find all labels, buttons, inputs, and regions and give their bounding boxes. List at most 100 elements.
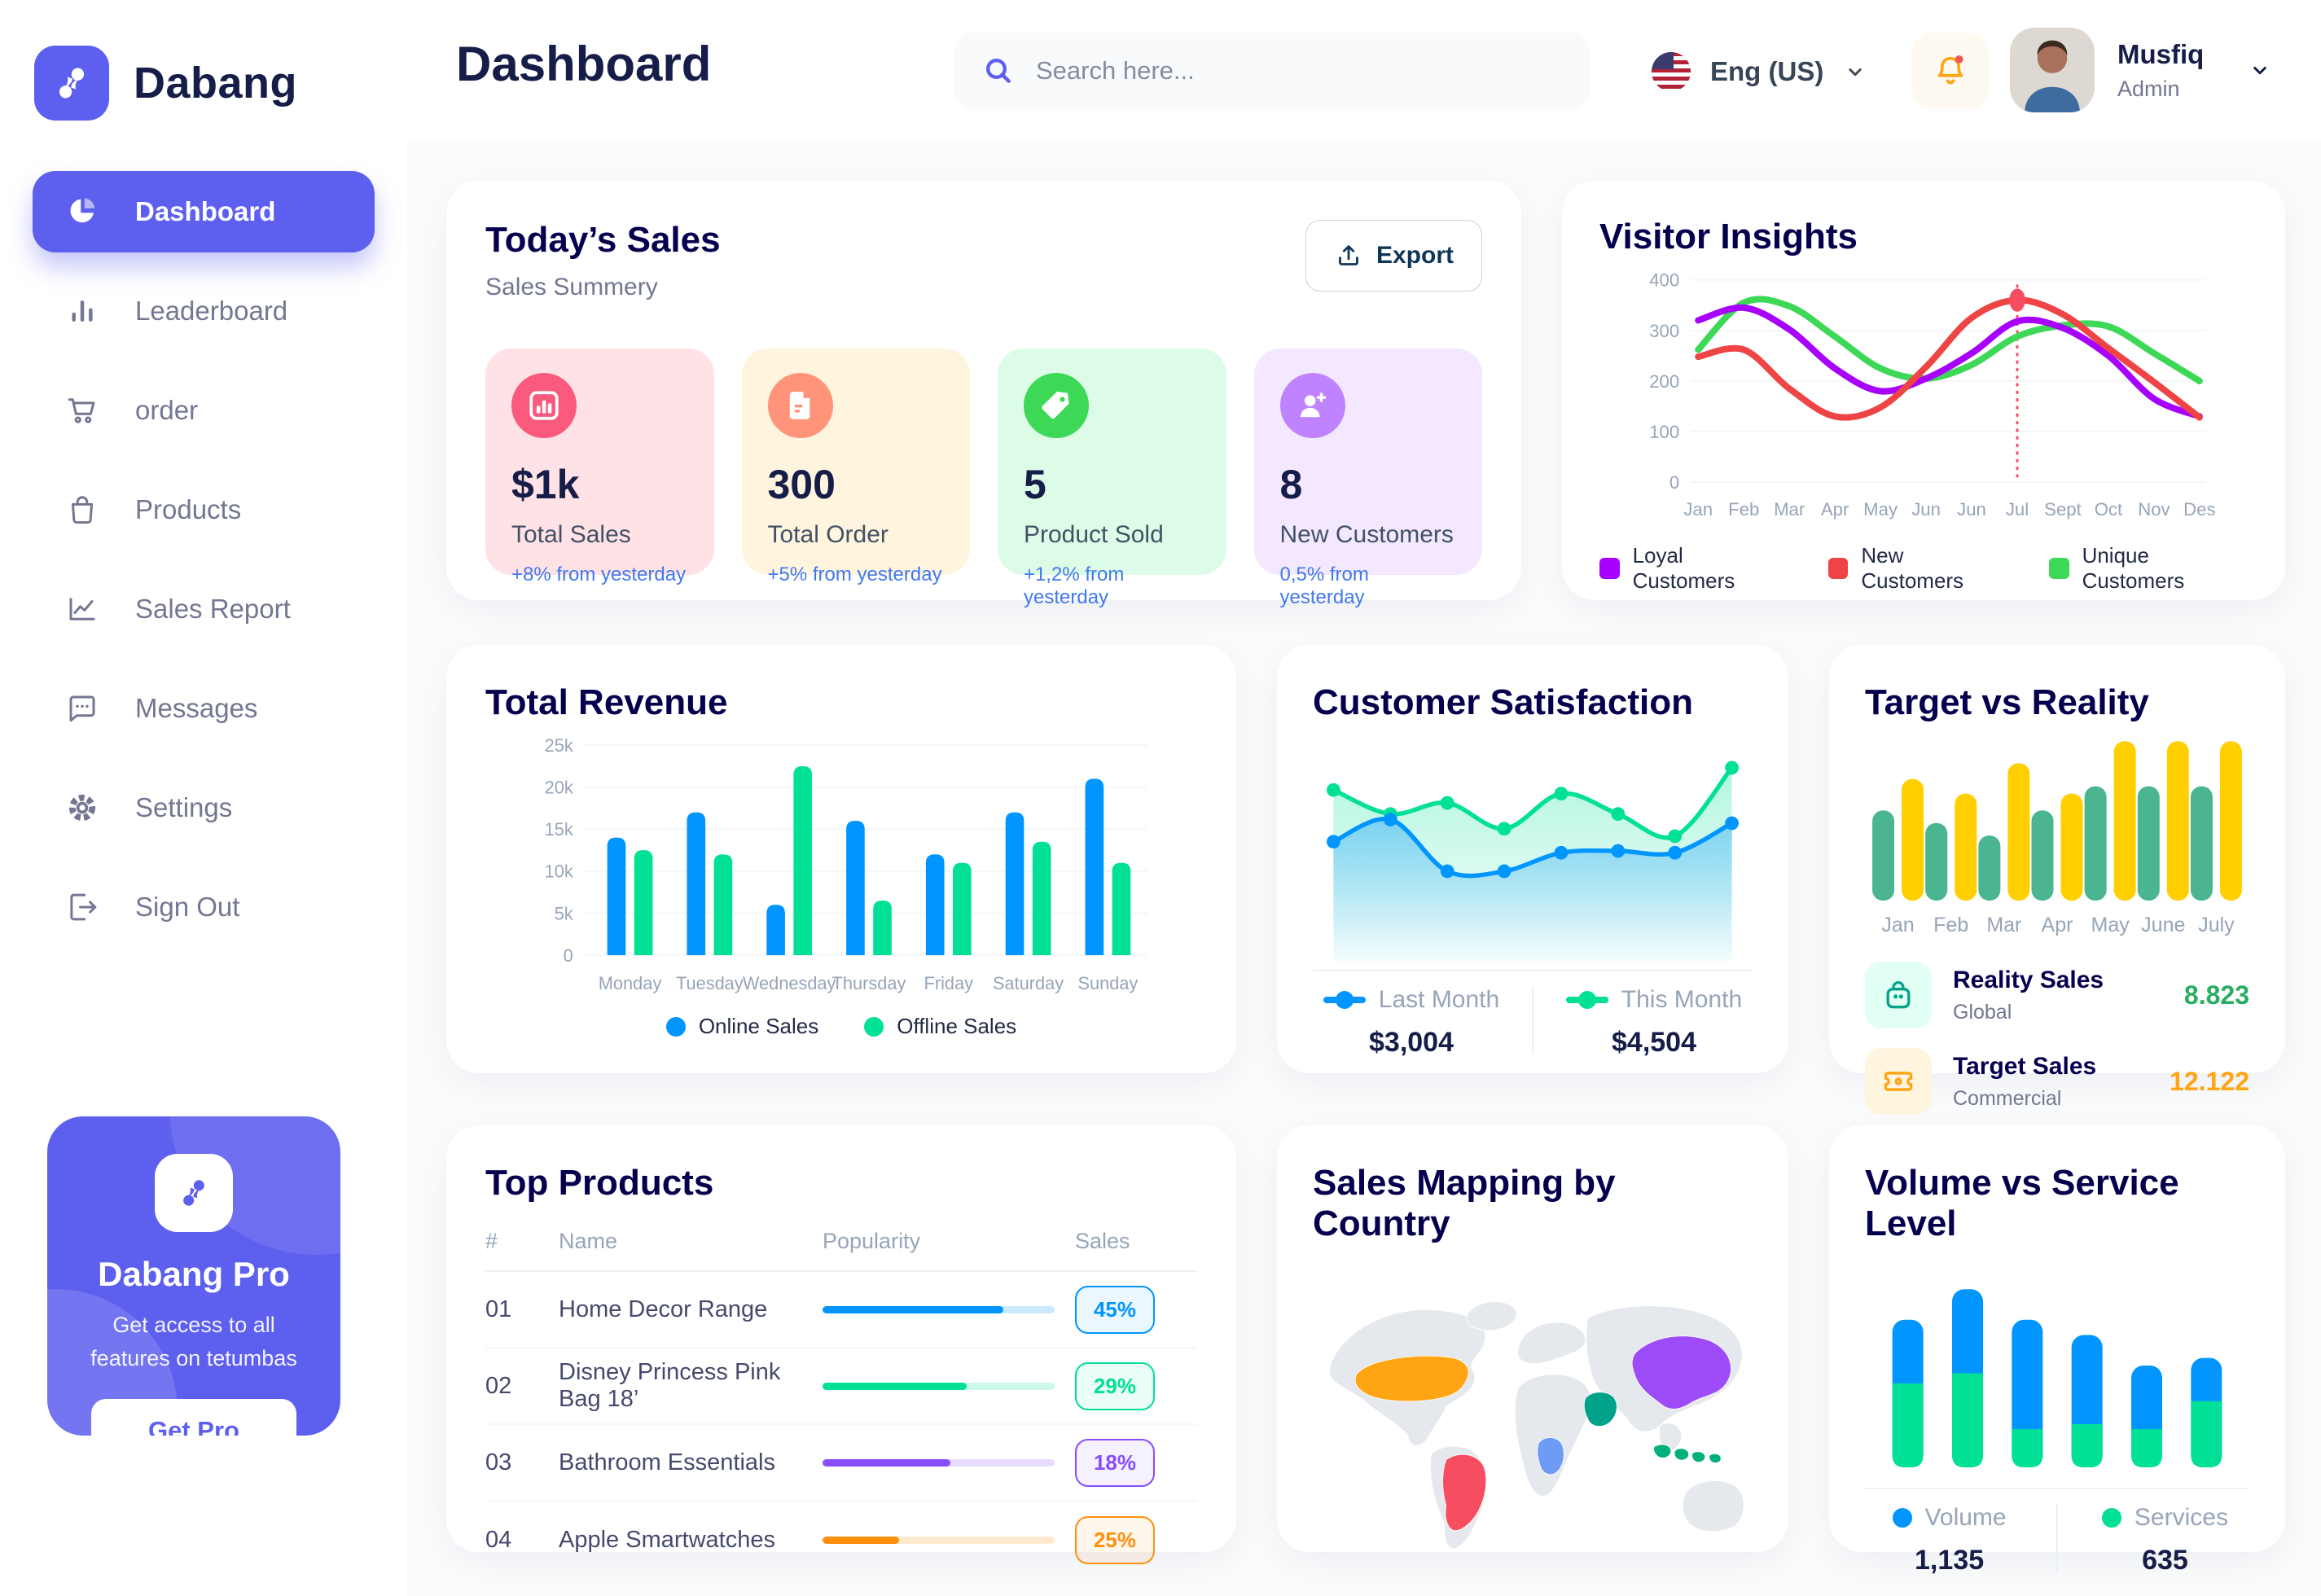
- order-doc-icon: [767, 373, 833, 438]
- header: Dashboard Eng (US) Musfiq Admin: [407, 0, 2321, 142]
- svg-text:Wednesday: Wednesday: [743, 973, 836, 993]
- search-input[interactable]: [1036, 56, 1525, 86]
- stats-row: $1k Total Sales +8% from yesterday 300 Total…: [485, 349, 1482, 608]
- visitor-insights-chart: 0 100 200 300 400 Jan Feb Mar Apr May Jun Jun Jul Sep…: [1649, 270, 2215, 520]
- svg-text:20k: 20k: [545, 778, 573, 798]
- sidebar-nav: Dashboard Leaderboard order Products Sales R…: [0, 171, 407, 948]
- legend-item: Online Sales: [665, 1014, 818, 1039]
- country-united-states: [1354, 1355, 1469, 1402]
- continent-australia: [1682, 1480, 1744, 1532]
- stat-delta: 0,5% from yesterday: [1279, 563, 1369, 608]
- svg-text:Apr: Apr: [2042, 914, 2073, 936]
- product-row: 04 Apple Smartwatches 25%: [485, 1502, 1197, 1578]
- top-products-card: Top Products # Name Popularity Sales 01 …: [446, 1125, 1236, 1564]
- language-selector[interactable]: Eng (US): [1652, 41, 1867, 103]
- search-bar[interactable]: [954, 33, 1590, 109]
- svg-text:July: July: [2198, 914, 2235, 936]
- volume-service-title: Volume vs Service Level: [1865, 1163, 2179, 1243]
- search-icon: [986, 59, 1011, 83]
- pro-logo-icon: [155, 1154, 233, 1232]
- stat-value: 300: [767, 462, 836, 507]
- volume-service-chart: [1892, 1289, 2222, 1467]
- sales-badge: 29%: [1075, 1361, 1155, 1410]
- sidebar-item-sign-out[interactable]: Sign Out: [33, 866, 375, 948]
- sidebar-item-order[interactable]: order: [33, 370, 375, 451]
- sidebar-item-label: order: [135, 395, 199, 425]
- popularity-bar: [823, 1382, 1055, 1390]
- customer-satisfaction-card: Customer Satisfaction Last Month $3,004 Th…: [1277, 645, 1788, 1073]
- stat-label: New Customers: [1279, 521, 1454, 548]
- gear-icon: [65, 791, 99, 825]
- todays-sales-title: Today’s Sales: [485, 220, 721, 260]
- svg-text:Jan: Jan: [1881, 914, 1914, 936]
- stat-delta: +5% from yesterday: [767, 563, 942, 585]
- legend-item: Unique Customers: [2049, 543, 2248, 594]
- visitor-insights-card: Visitor Insights 0 100 200 300 400 Jan Feb Mar A…: [1562, 181, 2285, 600]
- sales-badge: 45%: [1075, 1285, 1155, 1334]
- country-indonesia: [1674, 1448, 1689, 1461]
- sidebar-item-messages[interactable]: Messages: [33, 668, 375, 749]
- sidebar-item-label: Leaderboard: [135, 296, 288, 326]
- page-title: Dashboard: [456, 37, 712, 91]
- sidebar: Dabang Dashboard Leaderboard order Products…: [0, 0, 407, 1596]
- top-products-title: Top Products: [485, 1163, 714, 1203]
- us-flag-icon: [1652, 52, 1691, 91]
- legend-item: Offline Sales: [864, 1014, 1016, 1039]
- sidebar-item-sales-report[interactable]: Sales Report: [33, 568, 375, 650]
- sidebar-item-leaderboard[interactable]: Leaderboard: [33, 270, 375, 352]
- popularity-bar: [823, 1458, 1055, 1467]
- visitor-insights-title: Visitor Insights: [1599, 217, 1858, 256]
- user-plus-icon: [1279, 373, 1345, 438]
- svg-text:June: June: [2141, 914, 2185, 936]
- svg-text:Feb: Feb: [1933, 914, 1968, 936]
- country-indonesia: [1691, 1451, 1706, 1463]
- sales-badge: 18%: [1075, 1438, 1155, 1487]
- profile-menu[interactable]: Musfiq Admin: [2010, 28, 2272, 112]
- sidebar-item-label: Settings: [135, 792, 233, 822]
- sales-mapping-title: Sales Mapping by Country: [1313, 1163, 1616, 1243]
- country-indonesia: [1709, 1453, 1722, 1463]
- brand: Dabang: [0, 0, 407, 121]
- legend-item: This Month $4,504: [1556, 986, 1752, 1059]
- svg-text:Tuesday: Tuesday: [676, 973, 744, 993]
- legend-item: Last Month $3,004: [1314, 986, 1509, 1059]
- sidebar-item-dashboard[interactable]: Dashboard: [33, 171, 375, 252]
- continent-europe: [1517, 1322, 1586, 1365]
- legend-item: Volume 1,135: [1865, 1504, 2034, 1576]
- country-saudi-arabia: [1583, 1392, 1617, 1427]
- svg-text:Sunday: Sunday: [1078, 973, 1139, 993]
- product-row: 02 Disney Princess Pink Bag 18’ 29%: [485, 1348, 1197, 1425]
- stat-card-total-sales: $1k Total Sales +8% from yesterday: [485, 349, 714, 585]
- sidebar-item-products[interactable]: Products: [33, 469, 375, 550]
- get-pro-button[interactable]: Get Pro: [91, 1399, 296, 1436]
- pro-card-subtitle: Get access to all features on tetumbas: [90, 1313, 297, 1370]
- stat-value: 5: [1024, 462, 1046, 507]
- product-row: 03 Bathroom Essentials 18%: [485, 1425, 1197, 1502]
- export-button[interactable]: Export: [1305, 220, 1482, 292]
- svg-text:Nov: Nov: [2138, 499, 2170, 520]
- customer-satisfaction-legend: Last Month $3,004 This Month $4,504: [1313, 986, 1753, 1059]
- pro-card: Dabang Pro Get access to all features on…: [47, 1116, 340, 1436]
- country-brazil: [1442, 1454, 1487, 1532]
- total-revenue-card: Total Revenue 0 5k 10k 15k 20k 25k Monday Tuesd…: [446, 645, 1236, 1073]
- volume-service-card: Volume vs Service Level Volume 1,135 Servi…: [1829, 1125, 2285, 1576]
- bag-icon: [1865, 962, 1932, 1028]
- svg-text:Monday: Monday: [599, 973, 662, 993]
- tag-icon: [1024, 373, 1089, 438]
- user-name: Musfiq: [2117, 38, 2205, 69]
- svg-text:0: 0: [564, 945, 573, 966]
- sales-mapping-card: Sales Mapping by Country: [1277, 1125, 1788, 1552]
- svg-text:300: 300: [1649, 321, 1679, 341]
- legend-item: Loyal Customers: [1599, 543, 1783, 594]
- line-chart-icon: [65, 592, 99, 626]
- notifications-button[interactable]: [1912, 33, 1989, 109]
- svg-text:Thursday: Thursday: [832, 973, 906, 993]
- svg-text:Mar: Mar: [1774, 499, 1805, 520]
- sidebar-item-settings[interactable]: Settings: [33, 767, 375, 848]
- stat-card-new-customers: 8 New Customers 0,5% from yesterday: [1253, 349, 1482, 608]
- brand-logo-icon: [34, 46, 109, 121]
- bar-chart-icon: [65, 294, 99, 328]
- svg-text:May: May: [2091, 914, 2130, 936]
- legend-row-reality-sales: Reality Sales Global 8.823: [1865, 962, 2249, 1028]
- todays-sales-card: Today’s Sales Sales Summery Export $1k To…: [446, 181, 1521, 608]
